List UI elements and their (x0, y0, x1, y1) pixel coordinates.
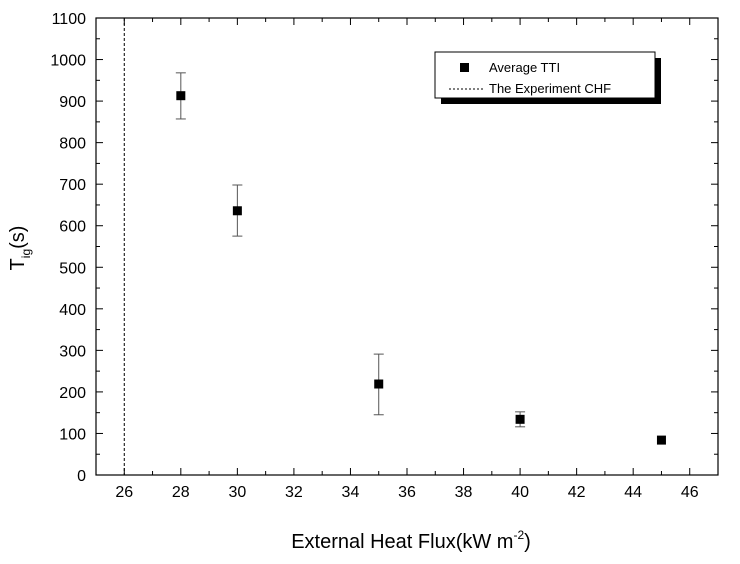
y-tick-label: 600 (59, 219, 86, 236)
legend-box (434, 51, 656, 99)
data-point (656, 435, 666, 445)
y-axis-label-rest: (s) (7, 226, 29, 249)
x-tick-label: 34 (342, 484, 360, 501)
x-tick-label: 30 (228, 484, 246, 501)
y-tick-label: 200 (59, 385, 86, 402)
x-axis-ticks: 26 28 30 32 34 36 38 40 42 44 46 (95, 18, 719, 501)
y-tick-label: 0 (77, 468, 86, 485)
data-point (176, 91, 186, 101)
x-axis-label: External Heat Flux(kW m-2) (291, 528, 531, 553)
x-tick-label: 38 (455, 484, 473, 501)
y-axis-ticks: 0 100 200 300 400 500 600 700 800 900 1000 1100 (50, 11, 718, 485)
x-tick-label: 28 (172, 484, 190, 501)
y-tick-label: 400 (59, 302, 86, 319)
x-axis-label-close: ) (524, 531, 531, 553)
x-axis-label-sup: -2 (513, 528, 524, 542)
x-tick-label: 26 (115, 484, 133, 501)
y-tick-label: 700 (59, 177, 86, 194)
x-tick-label: 44 (624, 484, 642, 501)
data-point (374, 379, 384, 389)
y-tick-label: 1100 (52, 11, 87, 28)
y-axis-label: Tig(s) (7, 226, 33, 271)
legend-marker-square-icon (460, 63, 469, 72)
legend-label-experiment-chf: The Experiment CHF (489, 81, 611, 96)
x-tick-label: 36 (398, 484, 416, 501)
data-point (515, 414, 525, 424)
y-axis-label-sub: ig (19, 249, 33, 258)
x-tick-label: 40 (511, 484, 529, 501)
y-axis-label-main: T (7, 258, 29, 270)
x-tick-label: 32 (285, 484, 303, 501)
y-tick-label: 300 (59, 343, 86, 360)
x-tick-label: 42 (568, 484, 586, 501)
x-axis-label-main: External Heat Flux(kW m (291, 531, 513, 553)
y-tick-label: 900 (59, 94, 86, 111)
chart-marks (123, 18, 666, 475)
y-tick-label: 100 (59, 426, 86, 443)
y-tick-label: 500 (59, 260, 86, 277)
y-tick-label: 800 (59, 136, 86, 153)
data-point (232, 206, 242, 216)
legend-label-average-tti: Average TTI (489, 60, 560, 75)
y-tick-label: 1000 (50, 53, 86, 70)
legend: Average TTI The Experiment CHF (434, 51, 661, 104)
x-tick-label: 46 (681, 484, 699, 501)
